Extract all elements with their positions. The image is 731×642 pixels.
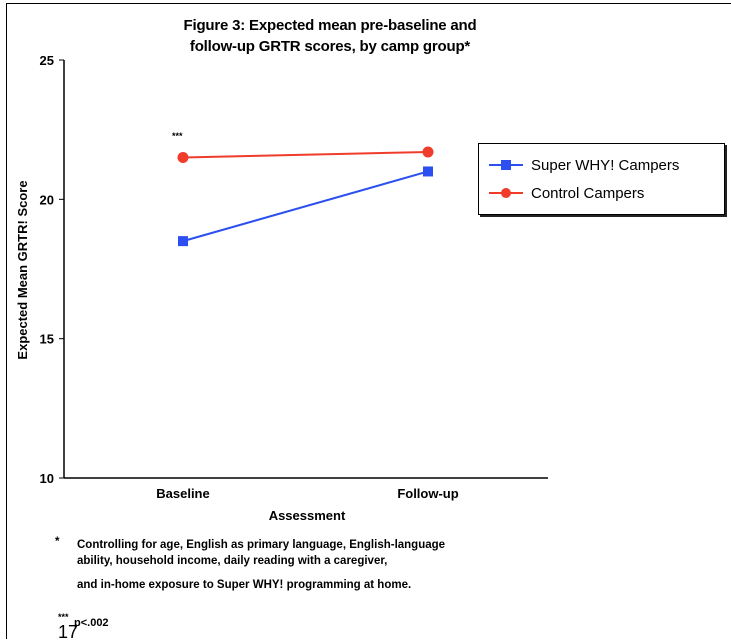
- x-tick-label: Follow-up: [397, 486, 458, 501]
- footnote-line-2: ability, household income, daily reading…: [77, 555, 388, 567]
- legend-item-control: Control Campers: [479, 182, 644, 204]
- page-number-fragment: 17: [58, 622, 79, 642]
- data-point-square: [178, 236, 188, 247]
- figure-frame: [6, 3, 731, 639]
- y-tick-label: 25: [40, 53, 54, 68]
- footnote-sig-text: p<.002: [74, 617, 109, 629]
- y-tick-label: 10: [40, 471, 54, 486]
- chart-title-line-2: follow-up GRTR scores, by camp group*: [189, 38, 471, 55]
- chart-title-line-1: Figure 3: Expected mean pre-baseline and: [183, 17, 477, 34]
- y-tick-label: 15: [40, 332, 54, 347]
- series-line: [182, 170, 429, 243]
- legend-square-marker-icon: [489, 160, 523, 170]
- data-point-circle: [422, 146, 434, 158]
- footnote-sig-marker: ***: [58, 612, 69, 622]
- legend-circle-marker-icon: [489, 188, 523, 198]
- x-tick-label: Baseline: [156, 486, 209, 501]
- footnote-line-3: and in-home exposure to Super WHY! progr…: [77, 579, 412, 591]
- y-tick-label: 20: [40, 192, 54, 207]
- x-axis-label: Assessment: [269, 508, 346, 523]
- footnote-line-1: Controlling for age, English as primary …: [77, 539, 446, 551]
- legend-item-super-why: Super WHY! Campers: [479, 154, 679, 176]
- legend-label-super-why: Super WHY! Campers: [531, 156, 680, 174]
- significance-annotation: ***: [172, 131, 183, 141]
- footnote-star: *: [55, 536, 60, 548]
- chart-legend: Super WHY! Campers Control Campers: [478, 143, 725, 215]
- data-point-square: [423, 166, 433, 177]
- y-axis-label: Expected Mean GRTR! Score: [15, 180, 30, 359]
- legend-label-control: Control Campers: [531, 184, 645, 202]
- data-point-circle: [177, 152, 189, 164]
- series-line: [182, 150, 429, 159]
